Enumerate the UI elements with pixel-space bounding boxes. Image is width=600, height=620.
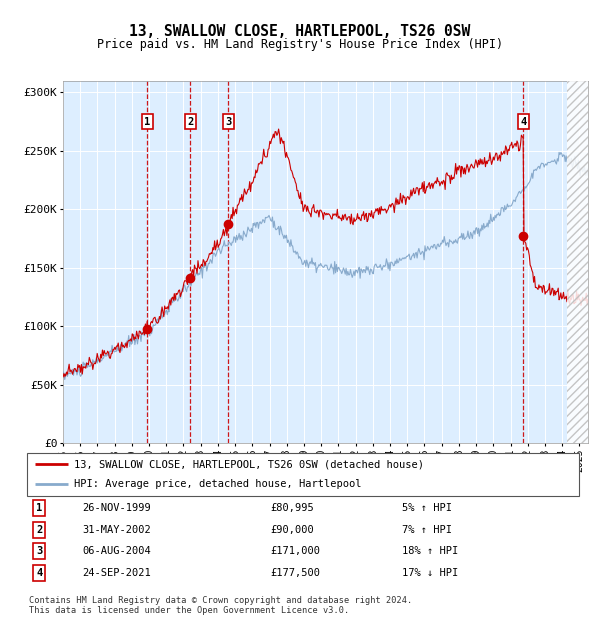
Text: £80,995: £80,995: [270, 503, 314, 513]
FancyBboxPatch shape: [27, 453, 579, 496]
Text: 13, SWALLOW CLOSE, HARTLEPOOL, TS26 0SW (detached house): 13, SWALLOW CLOSE, HARTLEPOOL, TS26 0SW …: [74, 459, 424, 469]
Text: 2: 2: [36, 525, 42, 535]
Text: 4: 4: [36, 568, 42, 578]
Text: 3: 3: [225, 117, 232, 126]
Text: 3: 3: [36, 546, 42, 556]
Text: 7% ↑ HPI: 7% ↑ HPI: [403, 525, 452, 535]
Text: HPI: Average price, detached house, Hartlepool: HPI: Average price, detached house, Hart…: [74, 479, 361, 489]
Text: 1: 1: [36, 503, 42, 513]
Text: Contains HM Land Registry data © Crown copyright and database right 2024.: Contains HM Land Registry data © Crown c…: [29, 596, 412, 606]
Text: 4: 4: [520, 117, 527, 126]
Text: 17% ↓ HPI: 17% ↓ HPI: [403, 568, 458, 578]
Text: £171,000: £171,000: [270, 546, 320, 556]
Text: 18% ↑ HPI: 18% ↑ HPI: [403, 546, 458, 556]
Text: This data is licensed under the Open Government Licence v3.0.: This data is licensed under the Open Gov…: [29, 606, 349, 616]
Text: 13, SWALLOW CLOSE, HARTLEPOOL, TS26 0SW: 13, SWALLOW CLOSE, HARTLEPOOL, TS26 0SW: [130, 24, 470, 38]
Text: £177,500: £177,500: [270, 568, 320, 578]
Text: 5% ↑ HPI: 5% ↑ HPI: [403, 503, 452, 513]
Text: 31-MAY-2002: 31-MAY-2002: [82, 525, 151, 535]
Text: £90,000: £90,000: [270, 525, 314, 535]
Text: 1: 1: [144, 117, 151, 126]
Text: 06-AUG-2004: 06-AUG-2004: [82, 546, 151, 556]
Text: Price paid vs. HM Land Registry's House Price Index (HPI): Price paid vs. HM Land Registry's House …: [97, 38, 503, 51]
Text: 26-NOV-1999: 26-NOV-1999: [82, 503, 151, 513]
Text: 24-SEP-2021: 24-SEP-2021: [82, 568, 151, 578]
Text: 2: 2: [187, 117, 194, 126]
